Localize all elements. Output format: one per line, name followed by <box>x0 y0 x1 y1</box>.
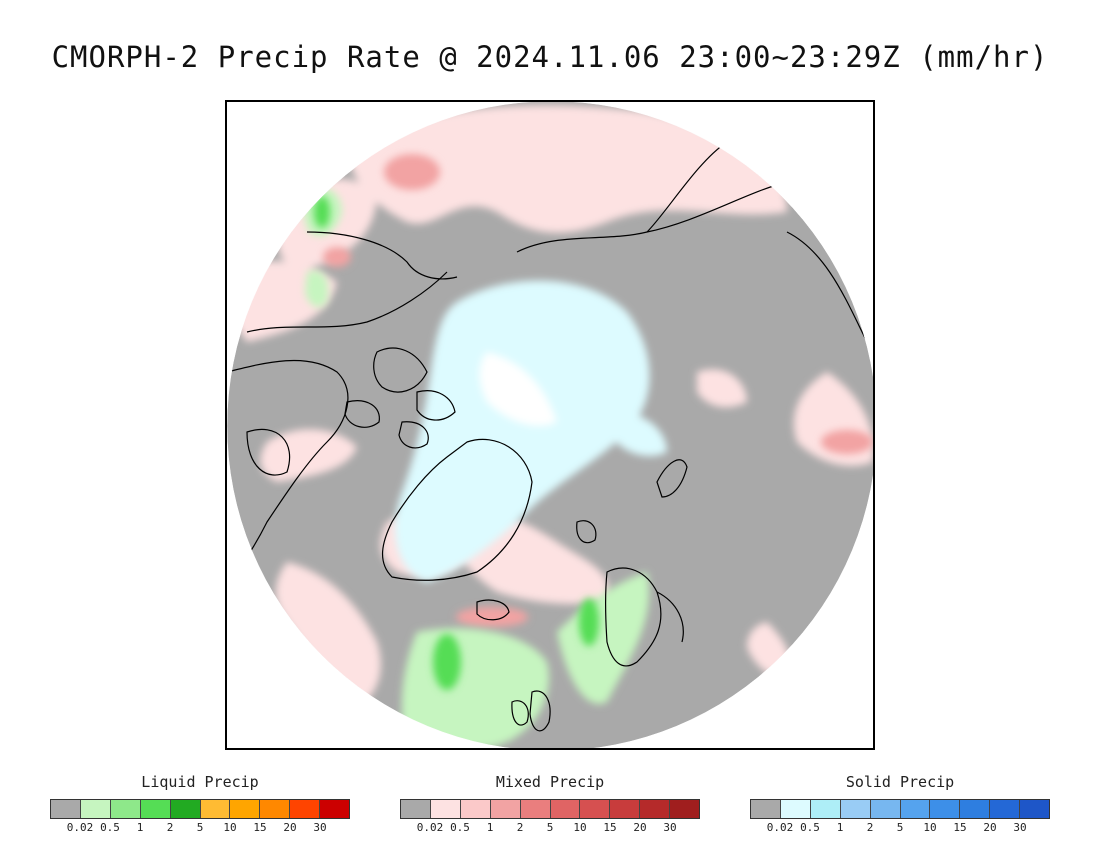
legend-colorbar <box>750 799 1050 819</box>
legend-tick-label: 2 <box>516 821 524 834</box>
legend-swatch <box>990 800 1021 818</box>
legend-swatch <box>870 800 901 818</box>
legend-swatch <box>670 800 700 818</box>
legend-swatch <box>490 800 521 818</box>
legend-swatch <box>230 800 261 818</box>
legend-title: Solid Precip <box>845 773 955 791</box>
no-data-wedge <box>479 352 557 426</box>
legend-swatch <box>110 800 141 818</box>
legend-swatch <box>960 800 991 818</box>
legend-swatch <box>460 800 491 818</box>
legend-tick-label: 1 <box>486 821 494 834</box>
legend-swatch <box>140 800 171 818</box>
legend-tick-label: 0.5 <box>100 821 120 834</box>
legend-swatch <box>610 800 641 818</box>
legend-swatch <box>840 800 871 818</box>
greenland-coast <box>381 438 533 581</box>
legend-tick-label: 20 <box>983 821 997 834</box>
legend-tick-label: 2 <box>866 821 874 834</box>
iceland-coast <box>476 599 510 621</box>
map-title: CMORPH-2 Precip Rate @ 2024.11.06 23:00~… <box>51 40 1049 74</box>
legend-ticks: 0.02 0.5 1 2 5 10 15 20 30 <box>750 821 1050 835</box>
legend-tick-label: 0.02 <box>766 821 794 834</box>
legend-swatch <box>320 800 350 818</box>
legend-swatch <box>290 800 321 818</box>
legend-liquid-precip: Liquid Precip 0.02 0.5 1 2 5 10 15 20 30 <box>50 772 350 835</box>
legend-tick-label: 15 <box>953 821 967 834</box>
polar-map-canvas <box>227 102 873 748</box>
legend-tick-label: 10 <box>923 821 937 834</box>
legend-tick-label: 0.5 <box>800 821 820 834</box>
legend-swatch <box>1020 800 1050 818</box>
legend-tick-label: 1 <box>136 821 144 834</box>
legend-tick-label: 0.5 <box>450 821 470 834</box>
legend-swatch <box>640 800 671 818</box>
legend-swatch <box>260 800 291 818</box>
legend-mixed-precip: Mixed Precip 0.02 0.5 1 2 5 10 15 20 30 <box>400 772 700 835</box>
legend-tick-label: 10 <box>573 821 587 834</box>
coastlines <box>227 141 868 732</box>
legend-swatch <box>401 800 431 818</box>
legend-swatch <box>780 800 811 818</box>
legend-ticks: 0.02 0.5 1 2 5 10 15 20 30 <box>400 821 700 835</box>
legend-tick-label: 2 <box>166 821 174 834</box>
mixed-precip-moderate <box>323 154 873 627</box>
legend-tick-label: 0.02 <box>416 821 444 834</box>
legend-swatch <box>930 800 961 818</box>
legend-ticks: 0.02 0.5 1 2 5 10 15 20 30 <box>50 821 350 835</box>
legend-tick-label: 20 <box>633 821 647 834</box>
legend-tick-label: 5 <box>546 821 554 834</box>
legend-tick-label: 5 <box>196 821 204 834</box>
legend-swatch <box>580 800 611 818</box>
legend-colorbar <box>400 799 700 819</box>
legend-swatch <box>751 800 781 818</box>
legend-tick-label: 5 <box>896 821 904 834</box>
legend-title: Liquid Precip <box>141 773 259 791</box>
legend-swatch <box>170 800 201 818</box>
legend-swatch <box>200 800 231 818</box>
legend-tick-label: 30 <box>313 821 327 834</box>
legend-colorbar <box>50 799 350 819</box>
legend-tick-label: 10 <box>223 821 237 834</box>
legend-solid-precip: Solid Precip 0.02 0.5 1 2 5 10 15 20 30 <box>750 772 1050 835</box>
legend-swatch <box>430 800 461 818</box>
legend-tick-label: 1 <box>836 821 844 834</box>
legend-swatch <box>550 800 581 818</box>
legend-tick-label: 30 <box>663 821 677 834</box>
legend-tick-label: 20 <box>283 821 297 834</box>
legend-swatch <box>520 800 551 818</box>
liquid-precip-moderate <box>314 196 599 690</box>
legend-title: Mixed Precip <box>495 773 605 791</box>
polar-map <box>225 100 875 750</box>
legend-tick-label: 0.02 <box>66 821 94 834</box>
legend-tick-label: 15 <box>603 821 617 834</box>
legend-swatch <box>51 800 81 818</box>
solid-precip-areas <box>395 280 667 582</box>
legend-tick-label: 30 <box>1013 821 1027 834</box>
legend-tick-label: 15 <box>253 821 267 834</box>
legend-swatch <box>80 800 111 818</box>
legend-swatch <box>810 800 841 818</box>
legend-swatch <box>900 800 931 818</box>
